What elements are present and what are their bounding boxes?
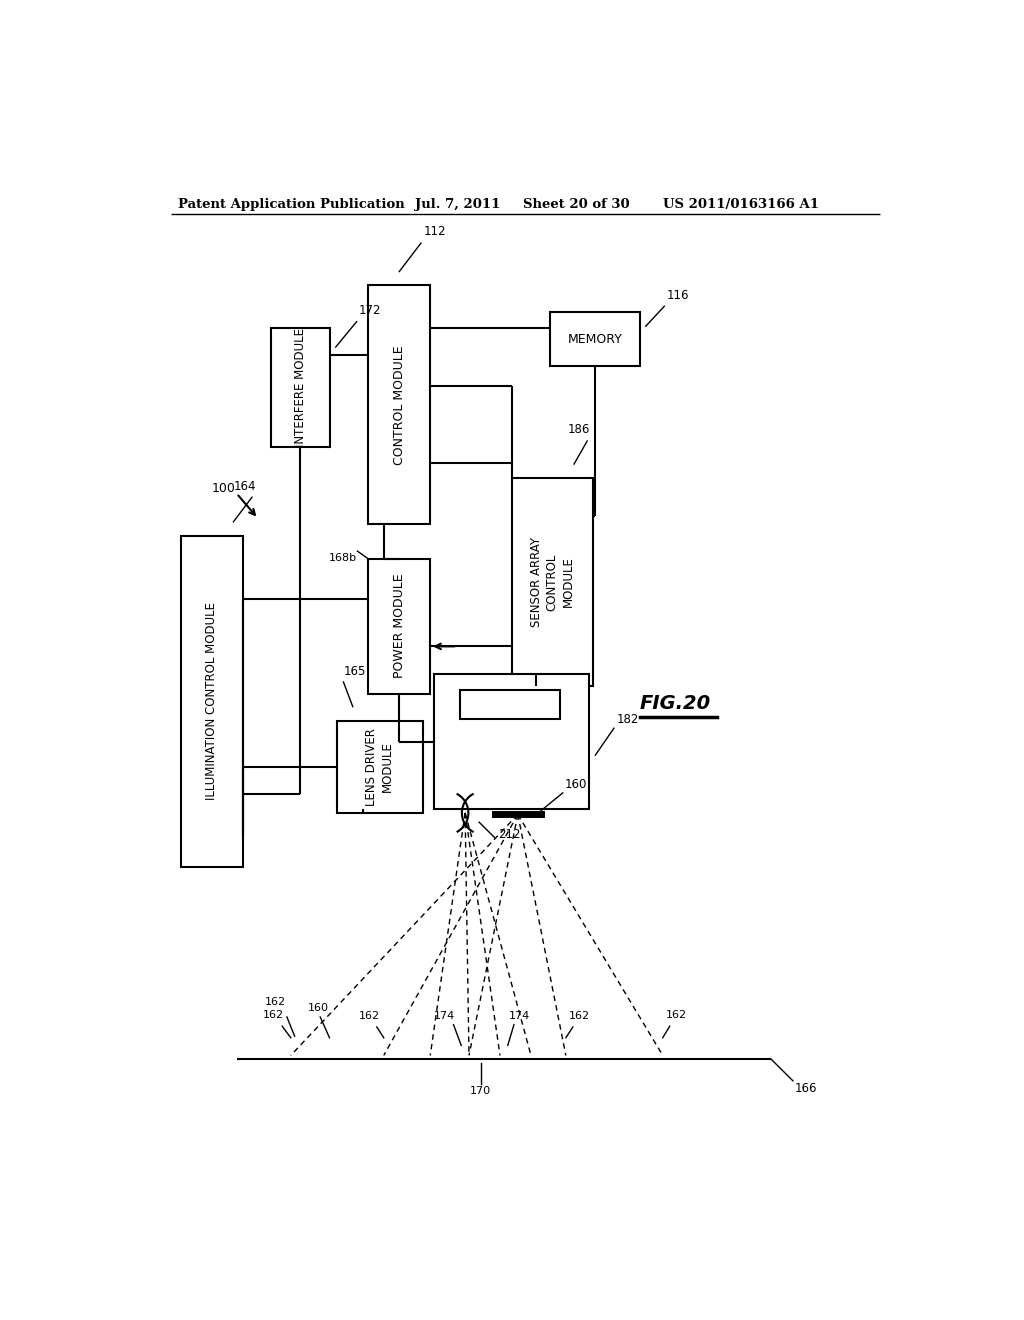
Text: SENSOR ARRAY
CONTROL
MODULE: SENSOR ARRAY CONTROL MODULE [529,537,574,627]
Text: 212: 212 [498,828,520,841]
Text: FIG.20: FIG.20 [640,693,711,713]
Bar [434,675,589,809]
Text: LENS DRIVER
MODULE: LENS DRIVER MODULE [366,727,394,805]
Bar [337,721,423,813]
Text: Patent Application Publication: Patent Application Publication [178,198,406,211]
Text: 162: 162 [359,1011,380,1022]
Text: 164: 164 [233,480,256,494]
Bar [369,558,430,693]
Text: CONTROL MODULE: CONTROL MODULE [393,345,406,465]
Text: Jul. 7, 2011: Jul. 7, 2011 [415,198,500,211]
Text: 186: 186 [568,422,590,436]
Bar [271,327,330,447]
Text: 168b: 168b [329,553,356,564]
Text: US 2011/0163166 A1: US 2011/0163166 A1 [663,198,819,211]
Text: 172: 172 [359,304,382,317]
Bar [550,313,640,367]
Text: 162: 162 [263,1010,285,1019]
Text: 162: 162 [569,1011,591,1022]
Text: Sheet 20 of 30: Sheet 20 of 30 [523,198,630,211]
Text: 160: 160 [564,779,587,792]
Text: 112: 112 [424,224,446,238]
Text: 174: 174 [509,1011,530,1020]
Text: POWER MODULE: POWER MODULE [393,574,406,678]
Text: 174: 174 [433,1011,455,1020]
Bar [460,689,560,719]
Bar [369,285,430,524]
Text: 182: 182 [616,713,639,726]
Text: 160: 160 [307,1003,329,1014]
Text: 170: 170 [470,1086,492,1096]
Text: ILLUMINATION CONTROL MODULE: ILLUMINATION CONTROL MODULE [205,602,218,800]
Text: 162: 162 [667,1010,687,1019]
Bar [512,478,593,686]
Text: 165: 165 [343,665,366,678]
Text: INTERFERE MODULE: INTERFERE MODULE [294,327,307,447]
Text: MEMORY: MEMORY [567,333,623,346]
Text: 166: 166 [795,1082,817,1096]
Bar [180,536,243,867]
Text: 116: 116 [667,289,689,302]
Text: 162: 162 [264,997,286,1007]
Text: 100: 100 [212,482,236,495]
